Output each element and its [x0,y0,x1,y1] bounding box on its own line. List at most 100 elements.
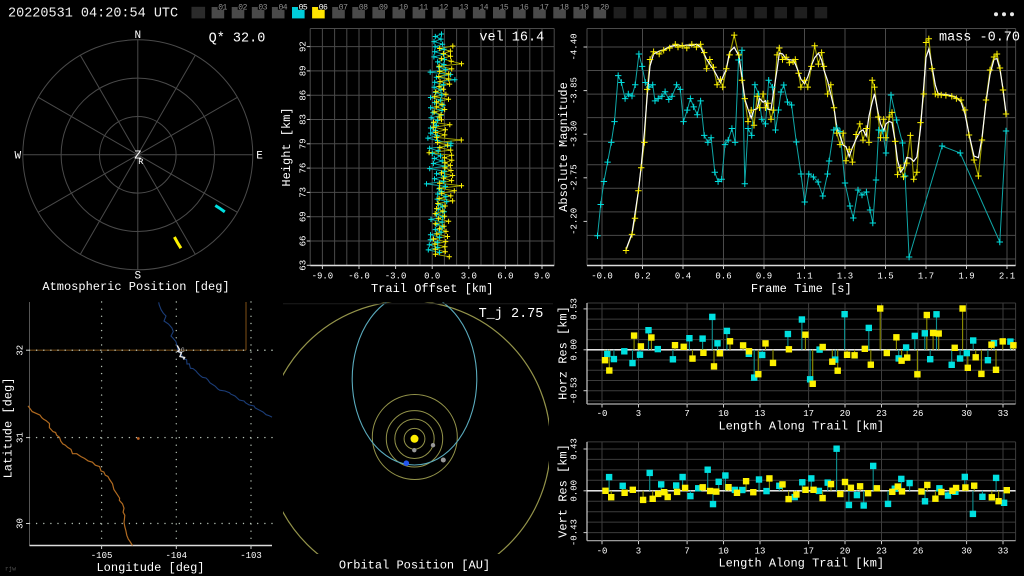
svg-text:03: 03 [258,3,267,12]
svg-text:Height [km]: Height [km] [280,107,294,186]
svg-text:0.2: 0.2 [634,272,650,282]
svg-text:-4.40: -4.40 [570,33,580,60]
svg-text:30: 30 [961,409,972,419]
svg-text:-2.20: -2.20 [570,208,580,235]
svg-text:3.0: 3.0 [461,272,477,282]
svg-text:26: 26 [913,409,924,419]
svg-text:-2.75: -2.75 [570,164,580,191]
svg-text:10: 10 [718,409,729,419]
svg-text:89: 89 [299,65,309,76]
svg-text:-6.0: -6.0 [348,272,370,282]
svg-text:W: W [14,151,21,163]
svg-text:-9.0: -9.0 [312,272,334,282]
svg-text:Orbital Position [AU]: Orbital Position [AU] [339,559,490,573]
svg-text:11: 11 [419,3,428,12]
svg-text:92: 92 [299,41,309,52]
svg-text:3: 3 [636,409,641,419]
svg-text:-103: -103 [240,551,262,561]
svg-text:23: 23 [876,409,887,419]
svg-text:17: 17 [803,409,814,419]
svg-text:1.3: 1.3 [837,272,853,282]
svg-text:Atmospheric Position [deg]: Atmospheric Position [deg] [42,280,229,294]
svg-text:-0: -0 [597,409,608,419]
svg-text:Z: Z [134,149,141,163]
svg-text:02: 02 [238,3,247,12]
svg-text:T_j 2.75: T_j 2.75 [479,307,544,322]
svg-text:0.43: 0.43 [570,438,580,460]
svg-text:Trail Offset [km]: Trail Offset [km] [371,282,493,296]
svg-text:01: 01 [218,3,227,12]
svg-text:R: R [138,157,143,167]
svg-text:83: 83 [299,114,309,125]
svg-text:Vert Res [km]: Vert Res [km] [557,444,571,538]
svg-text:Horz Res [km]: Horz Res [km] [557,306,571,400]
svg-text:-3.0: -3.0 [385,272,407,282]
svg-text:04: 04 [279,3,288,12]
svg-text:18: 18 [560,3,569,12]
svg-text:9.0: 9.0 [534,272,550,282]
svg-text:20: 20 [840,546,851,556]
svg-text:0.9: 0.9 [756,272,772,282]
svg-text:-3.30: -3.30 [570,121,580,148]
svg-text:E: E [256,151,263,163]
svg-text:0.00: 0.00 [570,480,580,502]
svg-text:73: 73 [299,187,309,198]
svg-text:Length Along Trail [km]: Length Along Trail [km] [718,420,884,434]
svg-text:-0: -0 [597,546,608,556]
svg-text:-105: -105 [91,551,113,561]
svg-text:1.5: 1.5 [877,272,893,282]
svg-text:S: S [134,271,141,283]
svg-text:30: 30 [961,546,972,556]
svg-text:13: 13 [459,3,468,12]
svg-text:7: 7 [684,546,689,556]
svg-text:20220531 04:20:54 UTC: 20220531 04:20:54 UTC [8,7,178,22]
svg-text:33: 33 [998,409,1009,419]
svg-text:10: 10 [718,546,729,556]
svg-text:Longitude [deg]: Longitude [deg] [96,561,204,575]
svg-text:16: 16 [520,3,529,12]
svg-text:3: 3 [636,546,641,556]
svg-text:-104: -104 [165,551,187,561]
svg-text:Q* 32.0: Q* 32.0 [209,32,266,47]
svg-text:30: 30 [16,518,26,529]
svg-text:-0.43: -0.43 [570,519,580,546]
svg-text:31: 31 [16,432,26,443]
svg-text:33: 33 [998,546,1009,556]
svg-text:26: 26 [913,546,924,556]
svg-text:7: 7 [684,409,689,419]
svg-text:12: 12 [439,3,448,12]
svg-text:mass -0.70: mass -0.70 [939,31,1020,46]
svg-text:69: 69 [299,211,309,222]
svg-text:0.4: 0.4 [675,272,691,282]
svg-text:17: 17 [540,3,549,12]
svg-text:20: 20 [600,3,609,12]
svg-text:N: N [134,30,141,42]
svg-text:-0.0: -0.0 [591,272,613,282]
svg-text:08: 08 [359,3,368,12]
svg-text:07: 07 [339,3,348,12]
svg-text:0.6: 0.6 [715,272,731,282]
svg-text:-3.85: -3.85 [570,77,580,104]
svg-text:1.1: 1.1 [796,272,812,282]
svg-text:76: 76 [299,163,309,174]
svg-text:1.9: 1.9 [958,272,974,282]
svg-text:86: 86 [299,90,309,101]
svg-text:rjw: rjw [5,566,16,573]
svg-text:6.0: 6.0 [497,272,513,282]
svg-text:13: 13 [755,409,766,419]
svg-text:-0.53: -0.53 [570,377,580,404]
svg-text:06: 06 [319,3,328,12]
svg-text:Latitude [deg]: Latitude [deg] [2,378,16,479]
svg-text:0.00: 0.00 [570,339,580,361]
svg-text:66: 66 [299,236,309,247]
svg-text:0.53: 0.53 [570,298,580,320]
svg-text:13: 13 [755,546,766,556]
svg-text:05: 05 [299,3,308,12]
svg-text:20: 20 [840,409,851,419]
svg-text:09: 09 [379,3,388,12]
svg-text:vel 16.4: vel 16.4 [479,31,544,46]
svg-text:Length Along Trail [km]: Length Along Trail [km] [718,557,884,571]
svg-text:19: 19 [580,3,589,12]
svg-text:Frame Time [s]: Frame Time [s] [751,282,852,296]
svg-text:79: 79 [299,138,309,149]
